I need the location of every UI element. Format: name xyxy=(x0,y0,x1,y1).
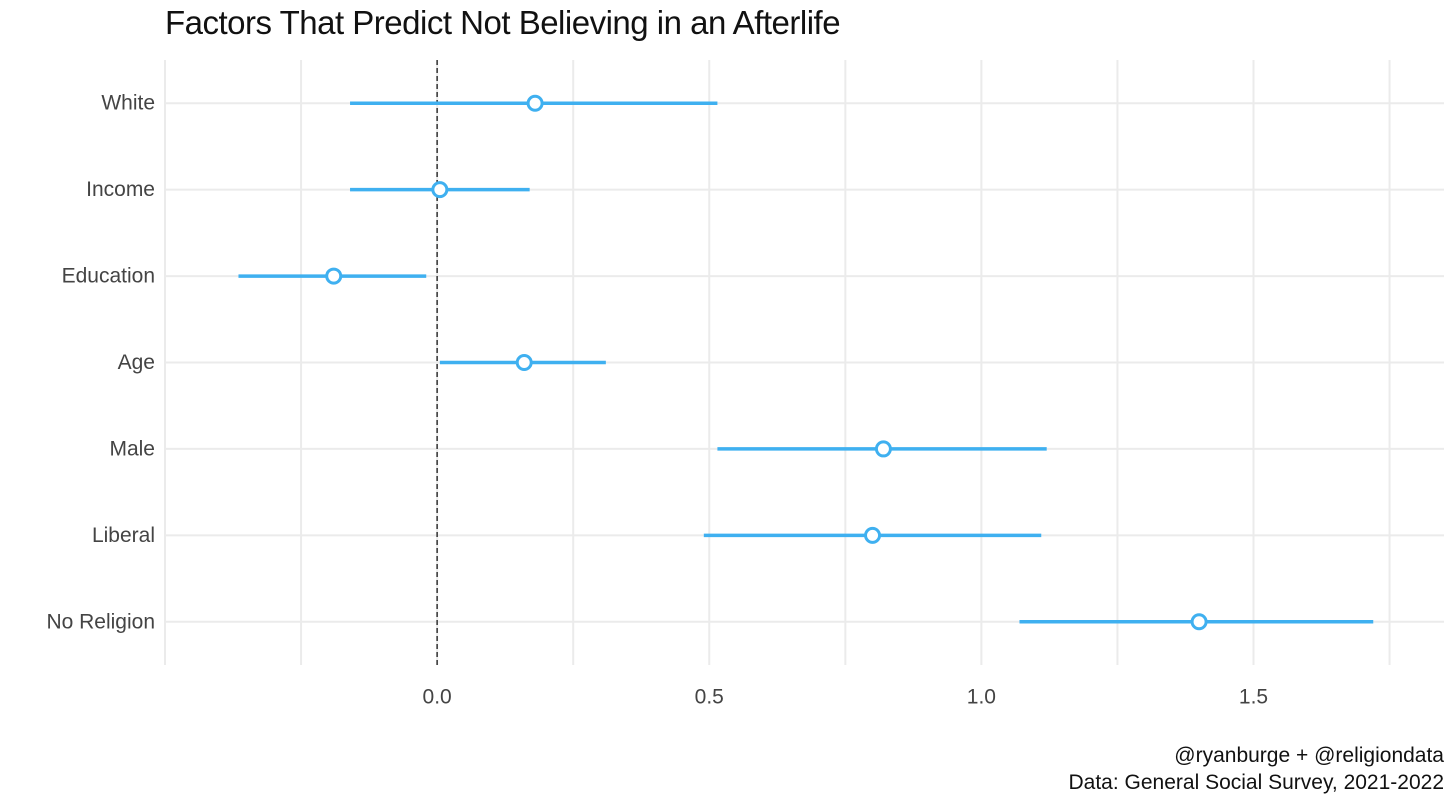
y-axis-labels: White Income Education Age Male Liberal No Rel… xyxy=(46,92,155,634)
x-tick-label: 0.0 xyxy=(423,686,452,709)
y-tick-label: Male xyxy=(109,437,155,460)
y-tick-label: White xyxy=(101,92,155,115)
caption-credit: @ryanburge + @religiondata xyxy=(1174,744,1444,767)
estimate-point xyxy=(1190,613,1208,631)
estimate-point xyxy=(431,181,449,199)
y-tick-label: Income xyxy=(86,178,155,201)
x-tick-label: 0.5 xyxy=(695,686,724,709)
y-tick-label: Liberal xyxy=(92,524,155,547)
x-tick-label: 1.5 xyxy=(1239,686,1268,709)
x-tick-label: 1.0 xyxy=(967,686,996,709)
caption: @ryanburge + @religiondata Data: General… xyxy=(1069,742,1445,796)
estimate-point xyxy=(864,526,882,544)
x-axis-labels: 0.0 0.5 1.0 1.5 xyxy=(423,686,1269,709)
y-tick-label: Education xyxy=(62,265,155,288)
estimate-point xyxy=(526,94,544,112)
y-tick-label: No Religion xyxy=(46,610,155,633)
estimate-point xyxy=(515,354,533,371)
caption-source: Data: General Social Survey, 2021-2022 xyxy=(1068,771,1445,794)
y-tick-label: Age xyxy=(118,351,155,374)
estimate-point xyxy=(325,267,343,285)
chart-title: Factors That Predict Not Believing in an… xyxy=(165,4,841,41)
estimate-point xyxy=(874,440,892,458)
grid-layer xyxy=(164,60,1444,665)
marks-layer xyxy=(238,94,1374,631)
